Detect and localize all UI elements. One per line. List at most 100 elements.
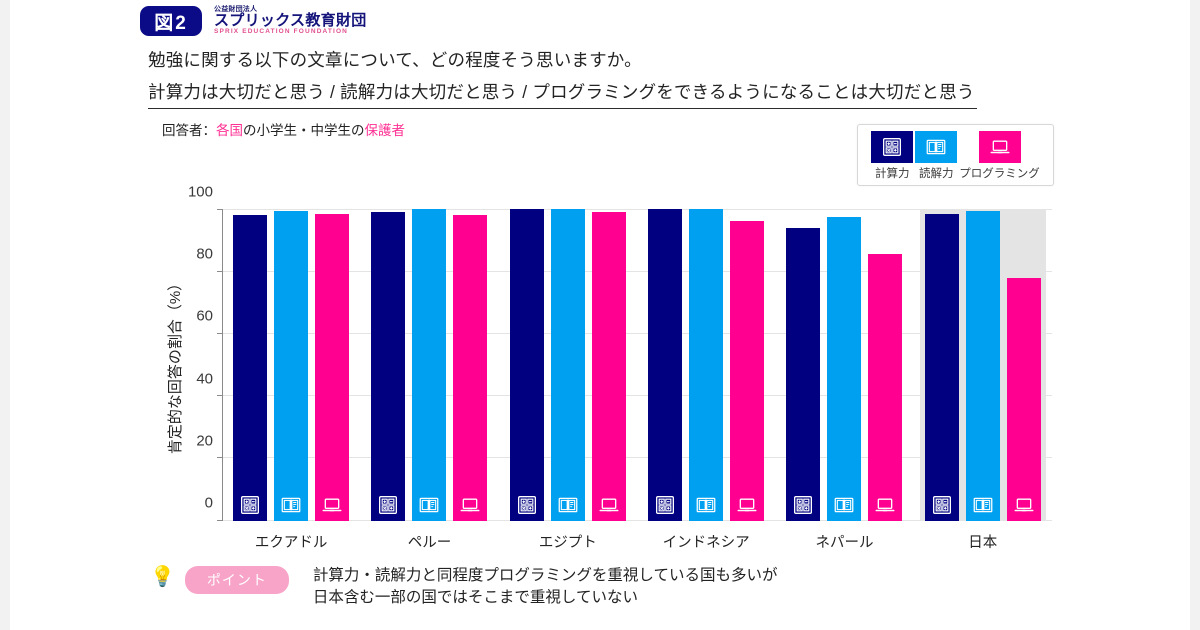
book-icon [835, 497, 854, 513]
calculator-icon [379, 496, 398, 514]
y-axis-title: 肯定的な回答の割合（%） [166, 275, 184, 455]
x-axis-label-インドネシア: インドネシア [662, 535, 750, 551]
bar-group-エクアドル: エクアドル [222, 209, 360, 551]
laptop-icon [322, 498, 342, 512]
bar-エクアドル-プログラミング[interactable] [315, 213, 350, 521]
y-axis-tick [217, 519, 223, 521]
y-axis-tick-label: 60 [196, 307, 213, 325]
respondent-middle: の小学生・中学生の [243, 123, 365, 138]
bar-日本-計算力[interactable] [924, 213, 959, 521]
header: 図2 公益財団法人 スプリックス教育財団 SPRIX EDUCATION FOU… [140, 6, 367, 36]
y-axis-tick-label: 100 [187, 183, 213, 201]
y-axis-tick-label: 40 [196, 370, 213, 388]
bar-group-ペルー: ペルー [360, 209, 498, 551]
legend-swatch-book-icon [915, 131, 958, 163]
bar-日本-読解力[interactable] [965, 210, 1000, 521]
bar-エクアドル-計算力[interactable] [233, 215, 268, 521]
bar-group-インドネシア: インドネシア [637, 209, 775, 551]
x-axis-label-エジプト: エジプト [538, 535, 597, 551]
point-text-line1: 計算力・読解力と同程度プログラミングを重視している国も多いが [312, 567, 778, 584]
bar-インドネシア-計算力[interactable] [648, 209, 683, 521]
y-axis-tick [217, 332, 223, 334]
book-icon [696, 497, 716, 513]
x-axis-label-ペルー: ペルー [407, 535, 452, 551]
calculator-icon [794, 496, 813, 514]
book-icon [558, 497, 578, 513]
y-axis-tick [217, 208, 223, 210]
bar-エジプト-プログラミング[interactable] [591, 212, 626, 521]
left-edge-band [0, 0, 10, 630]
gridline [223, 457, 1052, 459]
bar-エクアドル-読解力[interactable] [274, 210, 309, 521]
book-icon [973, 497, 993, 513]
x-axis-label-エクアドル: エクアドル [254, 535, 328, 551]
bar-group-エジプト: エジプト [499, 209, 637, 551]
lightbulb-icon: 💡 [150, 566, 175, 588]
laptop-icon [737, 498, 757, 512]
right-edge-band [1190, 0, 1200, 630]
chart: 0 20 40 60 80 100 エクアドル ペルー エジプト インドネシア ネパール 日本 [188, 184, 1052, 551]
respondent-highlight-guardians: 保護者 [364, 123, 406, 138]
bar-日本-プログラミング[interactable] [1006, 277, 1041, 521]
gridline [223, 519, 1052, 521]
x-axis-label-日本: 日本 [968, 535, 998, 551]
book-icon [420, 497, 439, 513]
bar-ネパール-プログラミング[interactable] [868, 254, 903, 521]
bar-インドネシア-プログラミング[interactable] [730, 221, 765, 521]
brand-logo: 公益財団法人 スプリックス教育財団 SPRIX EDUCATION FOUNDA… [214, 6, 367, 36]
plot-area: 0 20 40 60 80 100 [188, 184, 1052, 521]
point-text: 計算力・読解力と同程度プログラミングを重視している国も多いが 日本含む一部の国で… [313, 565, 778, 610]
book-icon [926, 139, 946, 155]
gridline [223, 270, 1052, 272]
chart-legend: 計算力 読解力 プログラミング [857, 124, 1054, 186]
y-axis-tick-label: 80 [196, 245, 213, 263]
calculator-icon [883, 138, 902, 156]
figure-badge: 図2 [140, 6, 202, 36]
y-axis-tick-label: 0 [204, 494, 213, 512]
y-axis-tick-label: 20 [196, 432, 213, 450]
legend-label: 読解力 [919, 168, 954, 180]
legend-swatch-calculator-icon [871, 131, 914, 163]
gridline [223, 395, 1052, 397]
legend-item-読解力: 読解力 [915, 131, 958, 181]
bar-group-ネパール: ネパール [775, 209, 913, 551]
bar-groups: エクアドル ペルー エジプト インドネシア ネパール 日本 [222, 209, 1052, 551]
y-axis-tick [217, 457, 223, 459]
laptop-icon [1014, 498, 1034, 512]
brand-name: スプリックス教育財団 [214, 12, 367, 30]
respondent-prefix: 回答者： [162, 123, 216, 138]
legend-swatch-laptop-icon [978, 131, 1021, 163]
bar-ペルー-プログラミング[interactable] [453, 215, 488, 521]
bar-ネパール-読解力[interactable] [827, 216, 862, 521]
brand-prefix: 公益財団法人 [214, 6, 258, 14]
calculator-icon [656, 496, 675, 514]
y-axis-tick [217, 270, 223, 272]
y-axis-tick [217, 395, 223, 397]
calculator-icon [932, 496, 951, 514]
bar-エジプト-計算力[interactable] [509, 209, 544, 521]
legend-item-計算力: 計算力 [871, 131, 914, 181]
page-title: 勉強に関する以下の文章について、どの程度そう思いますか。 [148, 50, 642, 70]
bar-エジプト-読解力[interactable] [550, 209, 585, 521]
point-text-line2: 日本含む一部の国ではそこまで重視していない [312, 589, 638, 607]
bar-ペルー-計算力[interactable] [371, 212, 406, 521]
legend-label: プログラミング [959, 168, 1040, 180]
respondent-highlight-countries: 各国 [216, 123, 243, 138]
bar-group-日本: 日本 [914, 209, 1052, 551]
gridline [223, 332, 1052, 334]
brand-subtitle: SPRIX EDUCATION FOUNDATION [214, 28, 349, 36]
laptop-icon [875, 498, 895, 512]
laptop-icon [599, 498, 619, 512]
book-icon [281, 497, 301, 513]
legend-label: 計算力 [875, 168, 910, 180]
bar-ネパール-計算力[interactable] [786, 227, 821, 521]
respondent-line: 回答者：各国の小学生・中学生の保護者 [162, 119, 405, 139]
point-badge: ポイント [184, 566, 289, 594]
bar-ペルー-読解力[interactable] [412, 209, 447, 521]
point-callout: 💡 ポイント 計算力・読解力と同程度プログラミングを重視している国も多いが 日本… [150, 565, 777, 610]
calculator-icon [241, 496, 260, 514]
page-subtitle: 計算力は大切だと思う / 読解力は大切だと思う / プログラミングをできるように… [148, 79, 977, 109]
bar-インドネシア-読解力[interactable] [689, 209, 724, 521]
gridline [223, 208, 1052, 210]
